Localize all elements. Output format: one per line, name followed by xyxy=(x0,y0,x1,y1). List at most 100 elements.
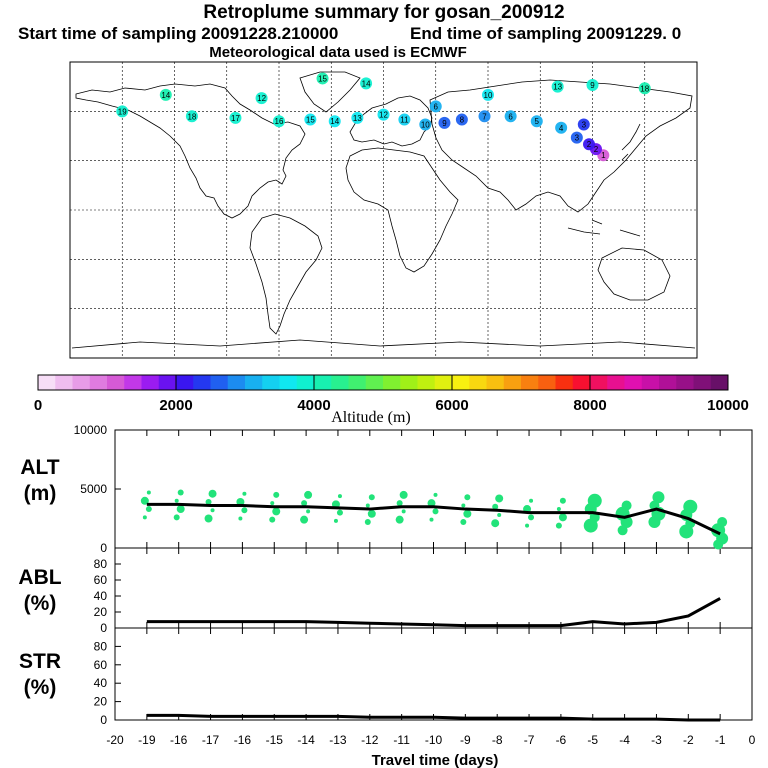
x-tick-label: -10 xyxy=(425,733,443,747)
str-y-ticks: 0 20 40 60 80 xyxy=(94,639,121,727)
x-tick-label: -6 xyxy=(556,733,567,747)
map-marker-label: 9 xyxy=(590,81,595,90)
alt-panel-unit: (m) xyxy=(24,482,57,505)
alt-scatter-point xyxy=(461,503,466,508)
x-tick-label: -12 xyxy=(361,733,379,747)
x-tick-label: -1 xyxy=(715,733,726,747)
alt-ytick-label: 5000 xyxy=(80,482,107,496)
alt-scatter-point xyxy=(140,496,149,505)
coastline-north-america xyxy=(75,83,306,219)
map-marker xyxy=(570,131,583,144)
map-marker xyxy=(504,110,517,123)
alt-scatter-point xyxy=(306,509,311,514)
x-tick-label: -9 xyxy=(460,733,471,747)
alt-mean-line xyxy=(146,502,721,536)
map-marker xyxy=(429,100,442,113)
alt-scatter-point xyxy=(174,498,179,503)
alt-scatter-point xyxy=(142,515,147,520)
alt-scatter-point xyxy=(210,508,215,513)
alt-ytick-label: 10000 xyxy=(74,423,108,437)
map-marker xyxy=(316,72,329,85)
alt-scatter-point xyxy=(399,490,408,499)
x-tick-label: -11 xyxy=(393,733,410,747)
alt-scatter-point xyxy=(464,494,471,501)
colorbar-swatch xyxy=(641,375,660,390)
colorbar-swatch xyxy=(107,375,125,390)
colorbar-swatch xyxy=(365,375,384,390)
colorbar-swatch xyxy=(590,375,608,390)
alt-ytick-label: 0 xyxy=(100,541,107,555)
map-marker xyxy=(116,105,129,118)
alt-scatter-point xyxy=(272,507,281,516)
colorbar-tick-label: 6000 xyxy=(435,397,468,414)
colorbar-swatch xyxy=(38,375,56,390)
x-tick-label: -19 xyxy=(138,733,156,747)
map-marker-label: 13 xyxy=(553,83,562,92)
map-marker-label: 14 xyxy=(330,117,339,126)
alt-scatter-point xyxy=(401,509,406,514)
colorbar-swatch xyxy=(227,375,246,390)
end-time-label: End time of sampling 20091229. 0 xyxy=(410,24,682,43)
panels-frame xyxy=(114,429,753,721)
str-panel-label: STR xyxy=(19,650,61,673)
map-marker xyxy=(577,118,590,131)
map-marker-label: 14 xyxy=(362,79,371,88)
str-ytick-label: 80 xyxy=(94,639,108,653)
x-tick-label: -14 xyxy=(297,733,315,747)
alt-scatter-point xyxy=(555,522,562,529)
map-marker-label: 13 xyxy=(353,114,362,123)
map-marker-label: 14 xyxy=(161,91,170,100)
alt-scatter-point xyxy=(491,519,500,528)
alt-scatter-point xyxy=(427,499,436,508)
str-ytick-label: 0 xyxy=(100,713,107,727)
alt-scatter-point xyxy=(337,494,342,499)
map-marker-label: 10 xyxy=(421,120,430,129)
map-marker xyxy=(398,113,411,126)
colorbar-swatches xyxy=(38,375,729,390)
x-tick-label: -16 xyxy=(170,733,188,747)
start-time-label: Start time of sampling 20091228.210000 xyxy=(18,24,339,43)
alt-scatter-point xyxy=(364,519,371,526)
alt-scatter-point xyxy=(396,500,403,507)
str-ytick-label: 20 xyxy=(94,695,108,709)
colorbar-swatch xyxy=(417,375,436,390)
x-ticks: -20 -19 -16 -17 -16 -15 -14 -13 -12 -11 -10 -9 -8 -7-… xyxy=(106,430,756,747)
map-marker xyxy=(229,111,242,124)
map-marker xyxy=(438,116,451,129)
colorbar-swatch xyxy=(279,375,298,390)
map-marker-label: 11 xyxy=(400,116,409,125)
x-tick-label: -20 xyxy=(106,733,124,747)
map-marker xyxy=(304,113,317,126)
map-marker xyxy=(638,82,651,95)
coastlines xyxy=(71,71,696,349)
alt-scatter-point xyxy=(429,517,434,522)
alt-y-ticks: 0 5000 10000 xyxy=(74,423,121,555)
colorbar-swatch xyxy=(503,375,522,390)
map-marker-label: 5 xyxy=(535,117,540,126)
x-tick-label: -5 xyxy=(587,733,598,747)
colorbar-swatch xyxy=(124,375,142,390)
map-marker xyxy=(159,88,172,101)
colorbar-swatch xyxy=(659,375,677,390)
abl-ytick-label: 80 xyxy=(94,557,108,571)
colorbar-swatch xyxy=(296,375,315,390)
map-marker xyxy=(360,77,373,90)
x-tick-label: -13 xyxy=(329,733,347,747)
colorbar-swatch xyxy=(434,375,453,390)
alt-scatter-point xyxy=(301,500,308,507)
map-marker xyxy=(185,110,198,123)
map-marker xyxy=(455,113,468,126)
alt-scatter-point xyxy=(176,505,185,514)
alt-scatter-point xyxy=(336,509,343,516)
x-axis-title: Travel time (days) xyxy=(372,752,499,768)
colorbar-frame xyxy=(37,374,729,391)
chart-title: Retroplume summary for gosan_200912 xyxy=(203,2,565,23)
alt-scatter-point xyxy=(497,512,502,517)
str-ytick-label: 40 xyxy=(94,676,108,690)
alt-scatter-point xyxy=(146,490,151,495)
x-tick-label: 0 xyxy=(749,733,756,747)
x-tick-label: -4 xyxy=(619,733,630,747)
map-marker-label: 19 xyxy=(118,107,127,116)
map-marker-label: 1 xyxy=(601,151,606,160)
